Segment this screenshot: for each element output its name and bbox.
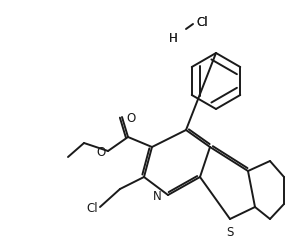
- Text: O: O: [126, 111, 135, 124]
- Text: Cl: Cl: [196, 15, 208, 28]
- Text: S: S: [226, 225, 234, 238]
- Text: Cl: Cl: [196, 15, 208, 28]
- Text: Cl: Cl: [86, 201, 98, 214]
- Text: O: O: [97, 145, 106, 158]
- Text: H: H: [169, 32, 178, 44]
- Text: N: N: [153, 189, 162, 202]
- Text: H: H: [169, 32, 178, 44]
